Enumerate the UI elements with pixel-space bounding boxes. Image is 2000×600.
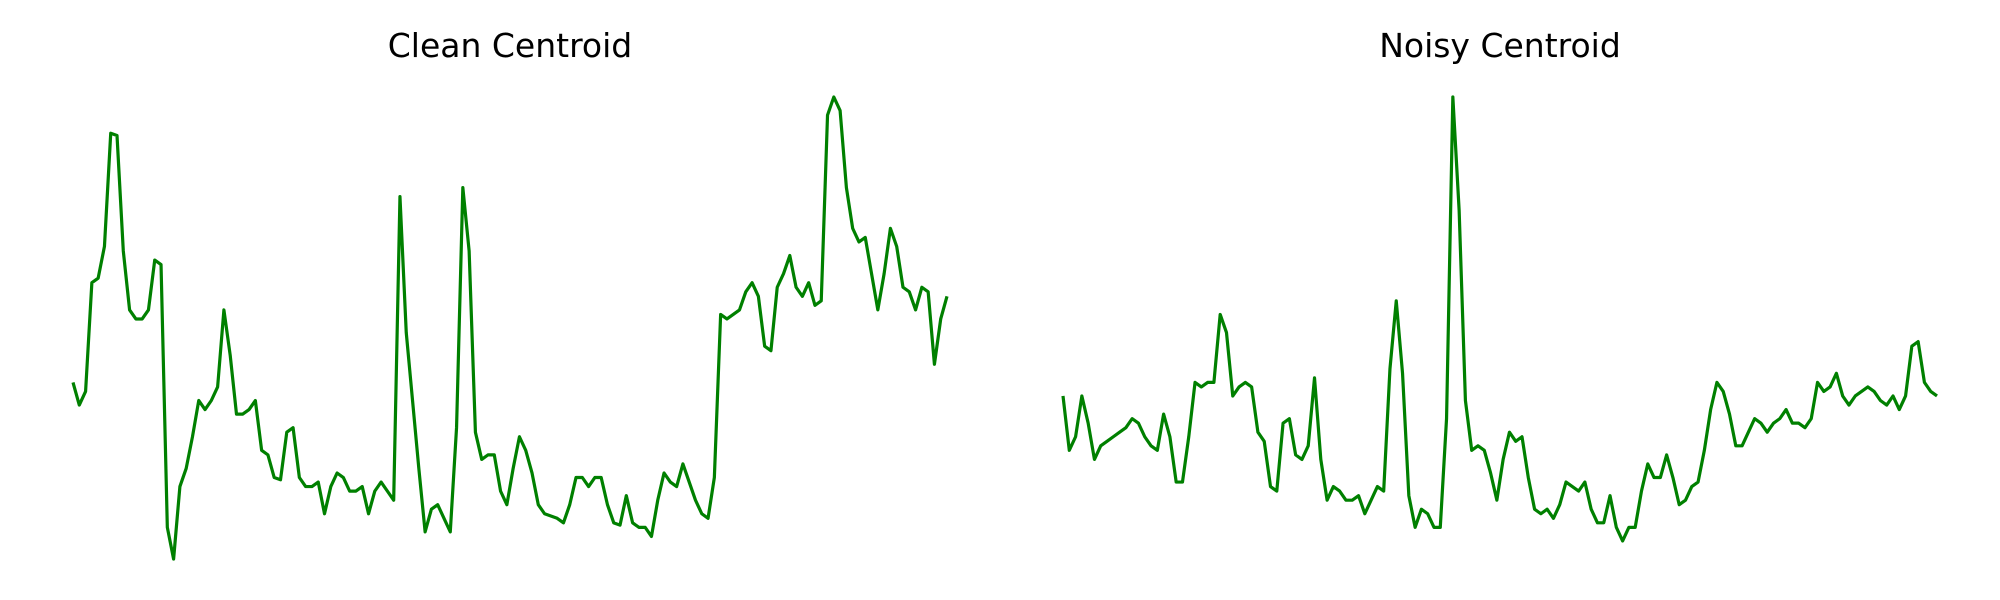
series-line-noisy-centroid: [1061, 95, 1938, 543]
series-line-clean-centroid: [71, 95, 949, 561]
chart-clean-centroid: Clean Centroid: [71, 26, 949, 561]
chart-title-noisy-centroid: Noisy Centroid: [1379, 26, 1621, 65]
chart-noisy-centroid: Noisy Centroid: [1061, 26, 1938, 543]
chart-title-clean-centroid: Clean Centroid: [388, 26, 633, 65]
